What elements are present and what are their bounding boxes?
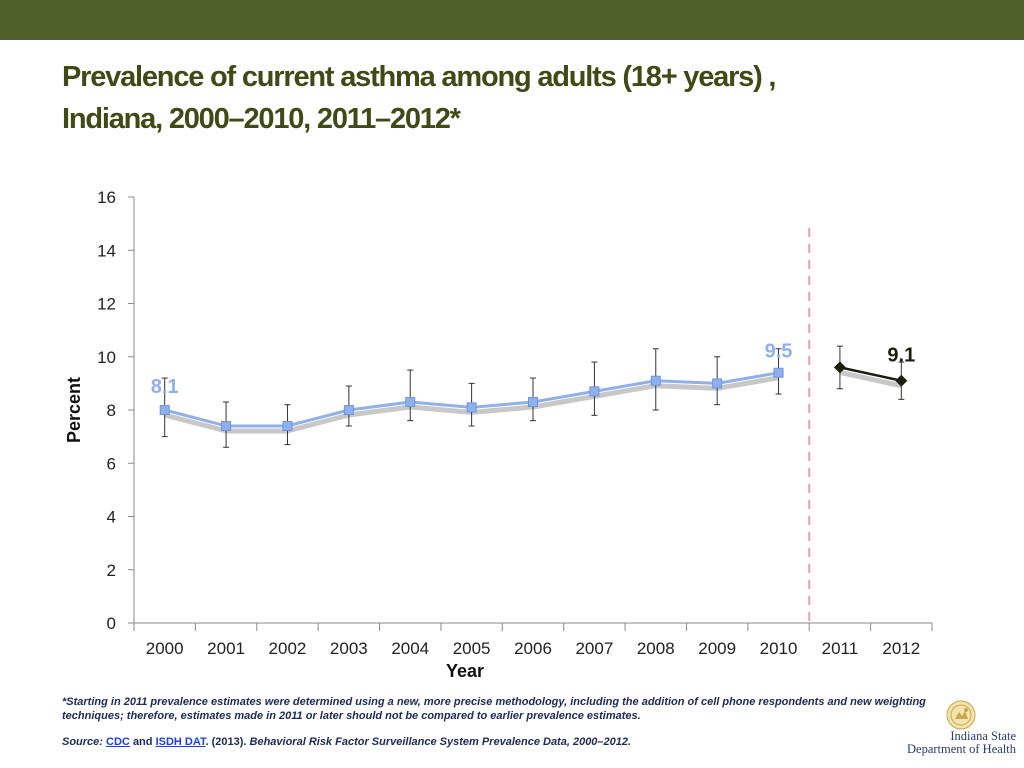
series-line-2011-2012: [839, 366, 902, 382]
data-point: [773, 367, 784, 378]
isdh-dat-link[interactable]: ISDH DAT: [155, 736, 206, 748]
data-point: [405, 397, 416, 408]
x-tick-label: 2002: [269, 639, 307, 658]
source-year: . (2013).: [205, 736, 247, 748]
y-tick-label: 0: [107, 614, 116, 633]
top-banner: [0, 0, 1024, 40]
title-line-1: Prevalence of current asthma among adult…: [62, 61, 776, 93]
y-tick-label: 16: [97, 188, 116, 207]
logo-line-1: Indiana State: [950, 729, 1016, 743]
data-point: [221, 420, 232, 431]
x-tick-label: 2000: [146, 639, 184, 658]
x-tick-label: 2001: [207, 639, 245, 658]
y-tick-label: 12: [97, 295, 116, 314]
data-point: [712, 378, 723, 389]
x-tick-label: 2006: [514, 639, 552, 658]
source-citation: Source: CDC and ISDH DAT. (2013). Behavi…: [62, 736, 902, 748]
data-label: 9.1: [887, 345, 915, 367]
data-point: [466, 402, 477, 413]
x-tick-label: 2011: [822, 639, 859, 658]
data-label: 9.5: [765, 341, 793, 363]
title-line-2: Indiana, 2000–2010, 2011–2012*: [62, 103, 461, 135]
y-tick-label: 6: [107, 454, 116, 473]
x-tick-label: 2004: [391, 639, 429, 658]
x-tick-label: 2009: [698, 639, 736, 658]
x-axis-title: Year: [446, 661, 484, 681]
source-title: Behavioral Risk Factor Surveillance Syst…: [249, 736, 632, 748]
y-tick-label: 8: [107, 401, 116, 420]
slide-title: Prevalence of current asthma among adult…: [62, 56, 962, 140]
logo-line-2: Department of Health: [907, 742, 1016, 756]
x-tick-label: 2007: [575, 639, 613, 658]
data-point: [589, 386, 600, 397]
y-tick-label: 2: [107, 561, 116, 580]
data-point: [833, 361, 846, 374]
data-point: [895, 374, 908, 387]
logo-text: Indiana State Department of Health: [904, 730, 1016, 756]
cdc-link[interactable]: CDC: [106, 736, 130, 748]
data-label: 8.1: [151, 376, 179, 398]
series-shadow: [839, 369, 902, 389]
isdh-logo: Indiana State Department of Health: [904, 700, 1016, 762]
state-seal-icon: [946, 700, 976, 730]
data-point: [343, 405, 354, 415]
x-tick-label: 2012: [882, 639, 920, 658]
data-point: [159, 405, 170, 415]
methodology-footnote: *Starting in 2011 prevalence estimates w…: [62, 696, 926, 722]
x-tick-label: 2010: [760, 639, 798, 658]
source-and: and: [132, 736, 153, 748]
data-point: [650, 375, 661, 386]
y-tick-label: 14: [97, 241, 116, 260]
source-prefix: Source:: [62, 736, 103, 748]
y-tick-label: 10: [97, 348, 116, 367]
x-tick-label: 2005: [453, 639, 491, 658]
y-axis-title: Percent: [64, 377, 84, 443]
x-tick-label: 2008: [637, 639, 675, 658]
y-tick-label: 4: [107, 508, 116, 527]
x-tick-label: 2003: [330, 639, 368, 658]
data-point: [282, 420, 293, 431]
asthma-prevalence-chart: 0 2 4 6 8 10 12 14 16 2000 2001 2002 2003 2004 2005 200…: [64, 188, 933, 681]
data-point: [528, 397, 538, 408]
